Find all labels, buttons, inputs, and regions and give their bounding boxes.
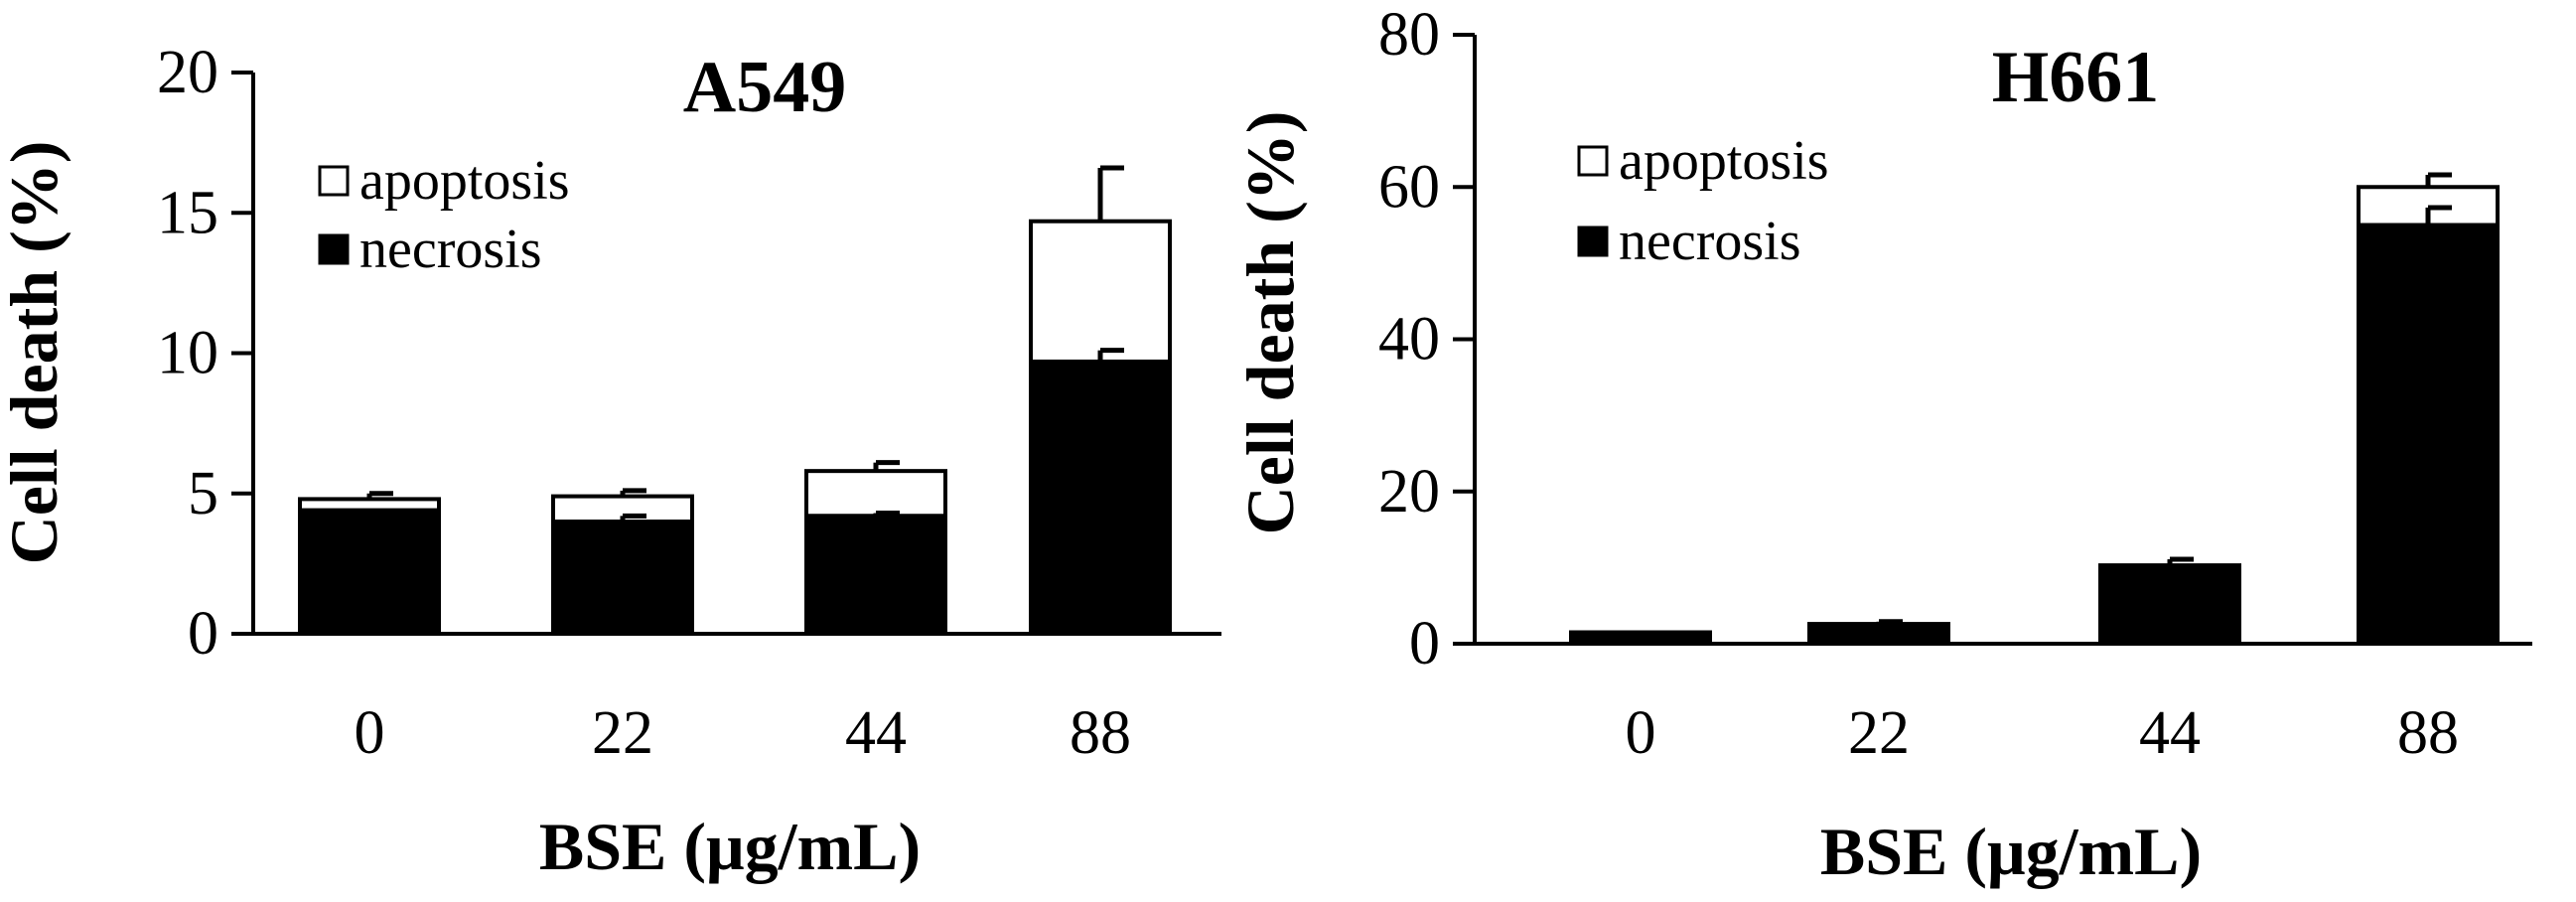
x-tick-label: 44 <box>845 699 907 767</box>
x-tick-label: 22 <box>1848 699 1910 767</box>
x-tick-label: 22 <box>592 699 653 767</box>
bar-necrosis <box>1569 630 1712 646</box>
bar-necrosis <box>1807 622 1950 647</box>
y-tick-label: 0 <box>1409 610 1440 677</box>
y-tick-label: 5 <box>188 460 218 527</box>
legend-label-apoptosis: apoptosis <box>1619 130 1829 192</box>
y-axis-label: Cell death (%) <box>1232 111 1308 535</box>
legend-swatch-apoptosis <box>318 165 350 197</box>
y-tick-label: 0 <box>188 600 218 668</box>
bar-necrosis <box>1029 359 1172 636</box>
y-tick-label: 40 <box>1378 306 1440 374</box>
bar-necrosis <box>2098 563 2241 646</box>
chart-panel-h661: 0 20 40 60 80 0 22 44 88 H661 apoptosis necrosis BSE… <box>1232 1 2532 889</box>
bar-necrosis <box>298 508 441 637</box>
x-tick-label: 88 <box>1070 699 1131 767</box>
x-tick-label: 0 <box>1626 699 1656 767</box>
legend-label-necrosis: necrosis <box>359 219 542 280</box>
bar-apoptosis <box>1029 219 1172 364</box>
bar-necrosis <box>551 520 694 636</box>
x-axis-label: BSE (μg/mL) <box>1820 814 2202 889</box>
chart-panel-a549: 0 5 10 15 20 0 22 44 88 A549 apoptosis necrosis BSE … <box>0 39 1221 884</box>
y-tick-label: 10 <box>157 320 218 387</box>
y-tick-label: 80 <box>1378 1 1440 69</box>
bar-apoptosis <box>804 469 947 519</box>
x-tick-label: 44 <box>2139 699 2201 767</box>
chart-title: H661 <box>1992 37 2160 118</box>
y-tick-label: 20 <box>1378 458 1440 526</box>
x-axis-label: BSE (μg/mL) <box>539 809 921 884</box>
legend-swatch-apoptosis <box>1577 145 1609 177</box>
x-tick-label: 88 <box>2397 699 2459 767</box>
bar-necrosis <box>804 514 947 636</box>
legend-swatch-necrosis <box>318 233 350 265</box>
legend-label-apoptosis: apoptosis <box>359 150 570 212</box>
y-tick-label: 20 <box>157 39 218 106</box>
chart-title: A549 <box>683 47 846 128</box>
bar-necrosis <box>2357 223 2500 646</box>
y-axis-label: Cell death (%) <box>0 141 72 565</box>
x-tick-label: 0 <box>355 699 385 767</box>
y-tick-label: 15 <box>157 179 218 246</box>
legend-swatch-necrosis <box>1577 226 1609 257</box>
y-tick-label: 60 <box>1378 153 1440 221</box>
legend-label-necrosis: necrosis <box>1619 211 1801 272</box>
